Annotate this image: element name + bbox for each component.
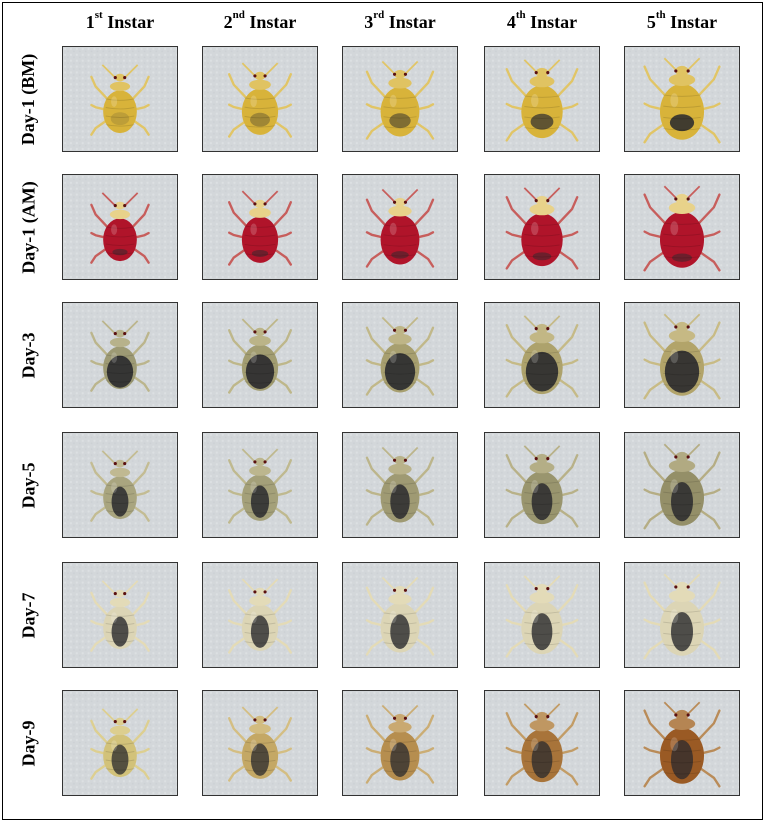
row-header-6: Day-9 xyxy=(8,690,50,796)
bedbug-photo xyxy=(624,174,740,280)
bedbug-photo xyxy=(484,174,600,280)
column-header-word: Instar xyxy=(244,12,297,32)
bedbug-photo xyxy=(484,432,600,538)
column-header-1: 1st Instar xyxy=(62,9,178,38)
column-header-number: 1 xyxy=(85,12,95,32)
bedbug-photo xyxy=(624,302,740,408)
row-header-3: Day-3 xyxy=(8,302,50,408)
row-header-label: Day-3 xyxy=(18,332,39,378)
bedbug-photo xyxy=(624,432,740,538)
column-header-word: Instar xyxy=(384,12,436,32)
column-header-suffix: st xyxy=(94,9,103,21)
bedbug-photo xyxy=(202,432,318,538)
bedbug-photo xyxy=(342,302,458,408)
bedbug-photo xyxy=(202,690,318,796)
column-header-word: Instar xyxy=(525,12,578,32)
row-header-label: Day-1 (AM) xyxy=(18,180,39,274)
row-header-4: Day-5 xyxy=(8,432,50,538)
bedbug-photo xyxy=(624,562,740,668)
bedbug-photo xyxy=(62,46,178,152)
bedbug-photo xyxy=(62,302,178,408)
column-header-number: 3 xyxy=(364,12,374,32)
bedbug-photo xyxy=(342,562,458,668)
bedbug-photo xyxy=(484,302,600,408)
bedbug-photo xyxy=(484,46,600,152)
bedbug-photo xyxy=(484,562,600,668)
bedbug-photo xyxy=(202,46,318,152)
column-header-number: 4 xyxy=(506,12,516,32)
column-header-5: 5th Instar xyxy=(624,9,740,38)
column-header-2: 2nd Instar xyxy=(202,9,318,38)
column-header-suffix: th xyxy=(655,9,666,21)
column-header-suffix: th xyxy=(515,9,526,21)
column-header-word: Instar xyxy=(102,12,155,32)
column-header-3: 3rd Instar xyxy=(342,9,458,38)
column-header-number: 2 xyxy=(223,12,233,32)
column-header-word: Instar xyxy=(665,12,718,32)
bedbug-photo xyxy=(342,46,458,152)
row-header-1: Day-1 (BM) xyxy=(8,46,50,152)
row-header-2: Day-1 (AM) xyxy=(8,174,50,280)
bedbug-photo xyxy=(624,690,740,796)
row-header-label: Day-1 (BM) xyxy=(18,53,39,145)
bedbug-photo xyxy=(342,174,458,280)
column-header-number: 5 xyxy=(646,12,656,32)
bedbug-photo xyxy=(342,432,458,538)
row-header-5: Day-7 xyxy=(8,562,50,668)
bedbug-photo xyxy=(62,690,178,796)
bedbug-photo xyxy=(202,302,318,408)
bedbug-photo xyxy=(62,432,178,538)
row-header-label: Day-7 xyxy=(18,592,39,638)
bedbug-photo xyxy=(202,562,318,668)
column-header-4: 4th Instar xyxy=(484,9,600,38)
row-header-label: Day-9 xyxy=(18,720,39,766)
row-header-label: Day-5 xyxy=(18,462,39,508)
bedbug-photo xyxy=(202,174,318,280)
column-header-suffix: nd xyxy=(232,9,245,21)
column-header-suffix: rd xyxy=(373,9,385,21)
bedbug-photo xyxy=(484,690,600,796)
bedbug-photo xyxy=(624,46,740,152)
bedbug-photo xyxy=(62,174,178,280)
bedbug-photo xyxy=(62,562,178,668)
bedbug-photo xyxy=(342,690,458,796)
